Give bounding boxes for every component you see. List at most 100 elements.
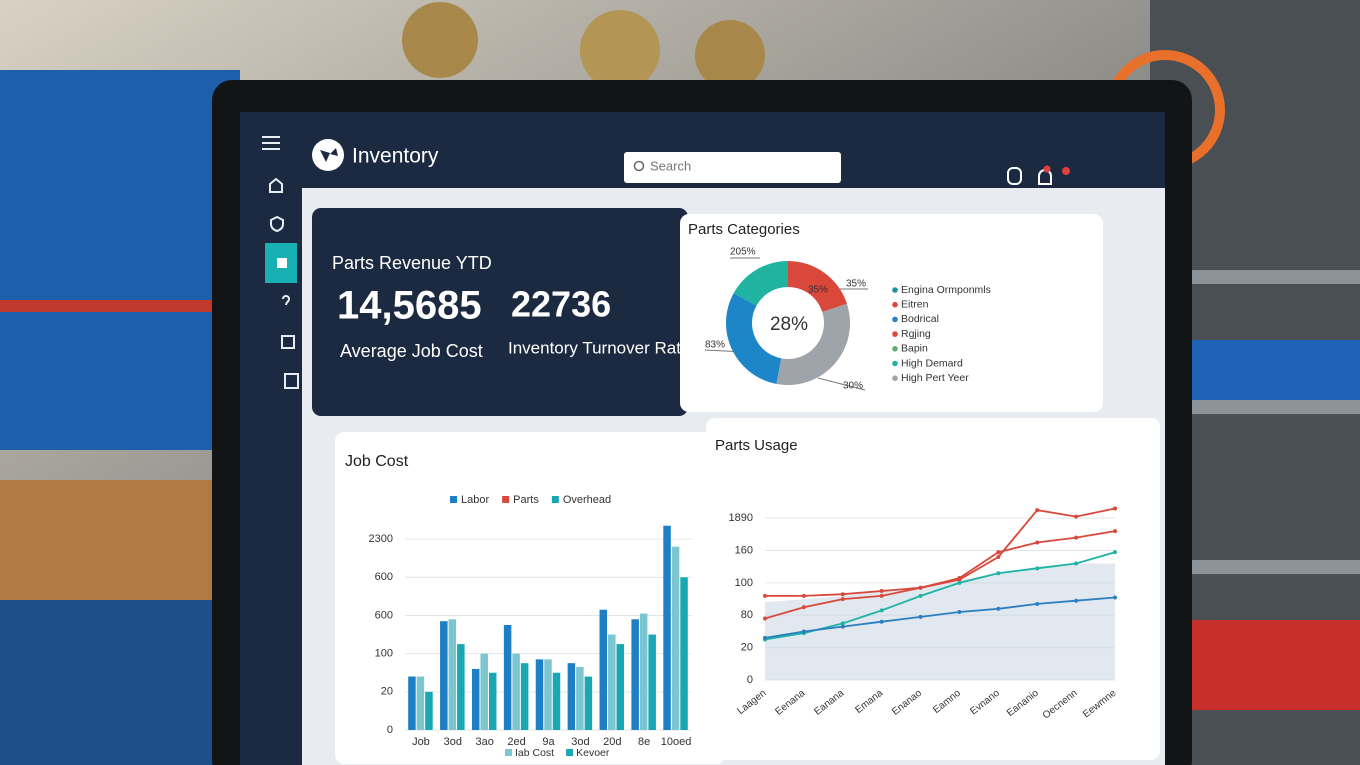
x-tick-label: 3od [444,736,462,748]
pie-slice [788,261,847,312]
legend-swatch [892,301,898,308]
point [996,555,1001,560]
y-tick-label: 2300 [369,533,393,545]
y-tick-label: 100 [375,648,393,660]
legend-label: Bodrical [901,313,939,325]
point [879,593,884,598]
point [996,606,1001,611]
help-icon[interactable] [282,295,291,306]
home-icon[interactable] [269,177,283,193]
legend-label: Labor [461,494,489,506]
point [1113,506,1117,511]
kpi-value: 14,5685 [337,284,482,328]
point [763,616,767,621]
bins [1160,340,1360,400]
pegboard [0,70,240,450]
user-icon[interactable] [1007,167,1022,185]
point [879,589,884,593]
point [996,550,1001,555]
x-tick-label: 3ao [476,736,494,748]
bar [480,653,488,730]
point [918,593,923,598]
bar [648,634,656,730]
point [957,610,962,615]
point [801,605,806,610]
pie-annotation: 35% [808,285,828,296]
card-title: Job Cost [345,453,409,470]
bar [416,676,425,730]
bar [584,676,593,730]
point [957,580,962,585]
y-tick-label: 20 [381,686,393,698]
kpi-label: Average Job Cost [340,341,483,361]
x-tick-label: 3od [571,736,589,748]
active-icon [277,258,287,268]
bar [576,667,584,730]
legend-swatch [551,496,559,503]
point [1074,598,1079,603]
shield-icon[interactable] [270,215,284,233]
line [764,530,1116,620]
y-tick-label: 600 [375,571,393,583]
point [957,576,962,581]
point [996,571,1001,576]
bar [671,546,680,730]
point [801,593,806,598]
point [918,614,923,619]
workbench [0,480,250,600]
point [1035,508,1040,513]
point [1035,566,1040,571]
bar [488,672,497,730]
bar [599,609,608,730]
doc-icon[interactable] [284,373,299,389]
pie-slice [776,303,851,385]
search-placeholder: Search [650,158,691,173]
x-tick-label: 9a [542,736,555,748]
point [763,593,767,598]
bar [544,659,552,730]
x-tick-label: 10oed [661,736,692,748]
area [765,563,1115,680]
bar-card [335,432,725,764]
legend-label: Kevoer [576,747,610,759]
y-tick-label: 20 [741,642,753,654]
pie-annotation: 205% [730,247,756,258]
bar [440,621,448,730]
bar [503,625,512,730]
point [840,597,845,602]
kpi-value: 22736 [511,284,611,325]
y-tick-label: 160 [735,544,753,556]
bins [1175,620,1360,710]
kpi-card [312,208,688,416]
legend-swatch [892,287,898,293]
legend-swatch [892,331,898,337]
box-icon[interactable] [281,335,295,349]
legend-swatch [505,749,512,756]
x-tick-label: Job [412,736,430,748]
point [840,624,845,629]
y-tick-label: 0 [747,674,753,686]
legend-swatch [566,749,574,756]
bar [552,672,561,730]
search-icon [633,160,645,172]
menu-icon[interactable] [262,136,280,150]
pie-annotation: 30% [843,381,863,392]
pie-annotation: 28% [770,314,808,335]
y-tick-label: 600 [375,609,393,621]
point [1113,595,1117,600]
search-box[interactable] [624,152,841,183]
bar [608,634,616,730]
legend-swatch [502,496,510,503]
legend-label: Parts [513,494,539,506]
shelf [1150,560,1360,574]
kpi-title: Parts Revenue YTD [332,253,492,273]
card-title: Parts Usage [715,437,798,454]
shelf [1150,270,1360,284]
y-tick-label: 100 [735,577,753,589]
tool-rail [0,300,240,312]
point [1035,601,1040,606]
y-tick-label: 0 [387,724,393,736]
bar [471,668,480,730]
